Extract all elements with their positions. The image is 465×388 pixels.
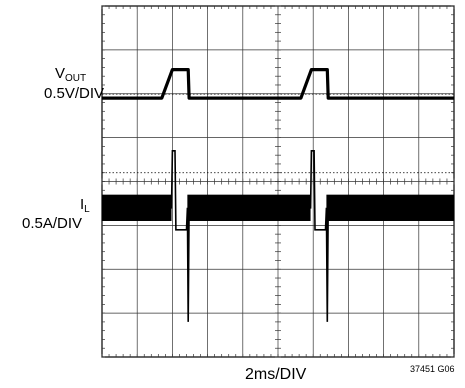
vout-name-sub: OUT bbox=[65, 73, 87, 84]
vout-channel-name: VOUT bbox=[55, 65, 87, 84]
graticule bbox=[101, 5, 455, 358]
il-name-main: I bbox=[80, 196, 85, 213]
il-scale-label: 0.5A/DIV bbox=[22, 215, 83, 232]
figure-id: 37451 G06 bbox=[410, 364, 455, 374]
il-channel-name: IL bbox=[80, 196, 90, 215]
vout-scale-label: 0.5V/DIV bbox=[44, 85, 105, 102]
vout-name-main: V bbox=[55, 65, 66, 82]
il-name-sub: L bbox=[84, 204, 90, 215]
il-trace bbox=[102, 150, 454, 322]
x-axis-label: 2ms/DIV bbox=[245, 366, 307, 383]
waveform-traces bbox=[102, 68, 454, 322]
vout-trace bbox=[102, 68, 454, 100]
